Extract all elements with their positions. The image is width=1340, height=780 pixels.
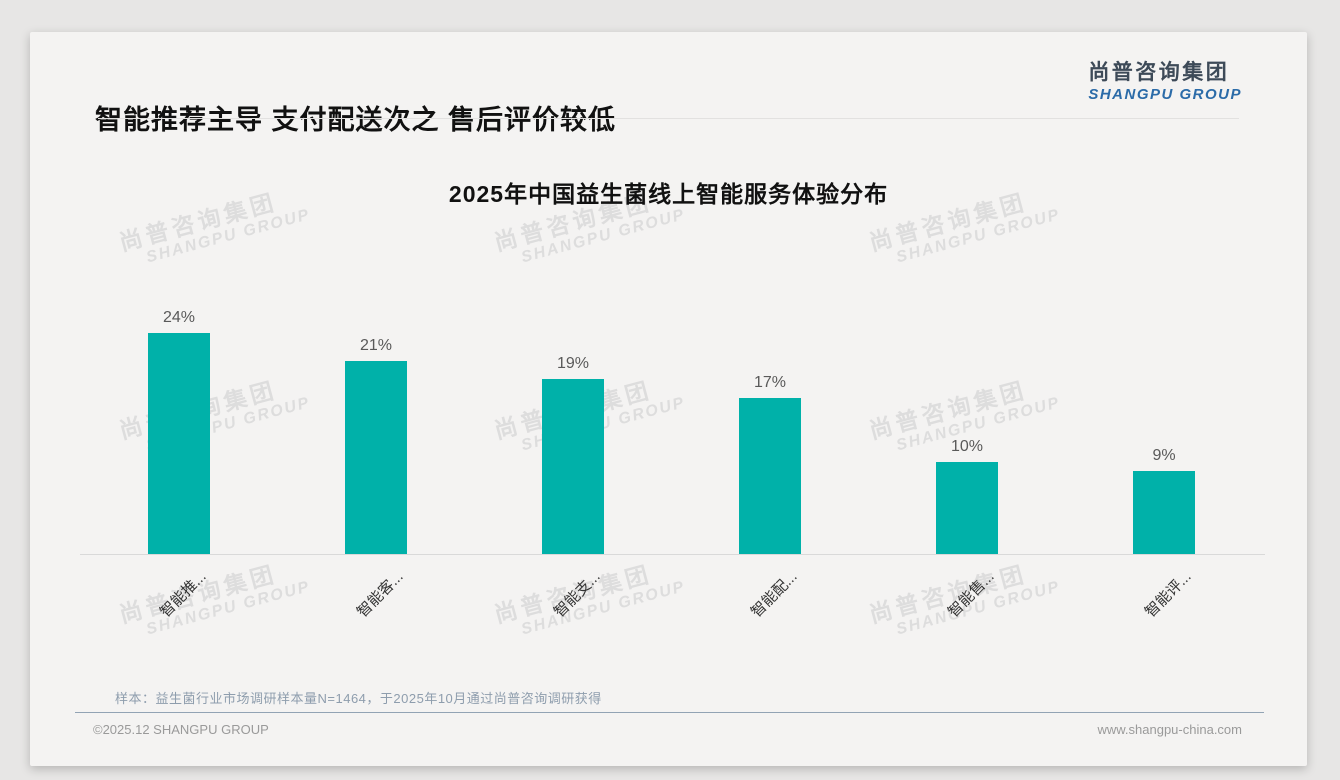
header-divider [98, 118, 1239, 119]
bar-group: 10% 智能售... [936, 438, 998, 621]
page-title: 智能推荐主导 支付配送次之 售后评价较低 [95, 105, 617, 135]
x-axis-label: 智能支... [551, 568, 605, 621]
bar-value-label: 24% [162, 309, 196, 326]
logo-en-text: SHANGPU GROUP [1088, 86, 1242, 103]
x-axis-label: 智能客... [354, 568, 408, 621]
bar-value-label: 10% [950, 438, 984, 455]
x-axis-label: 智能推... [157, 568, 211, 621]
bar[interactable] [542, 379, 604, 554]
bar-group: 24% 智能推... [148, 309, 210, 621]
x-axis-line [80, 554, 1265, 555]
website-link[interactable]: www.shangpu-china.com [1097, 722, 1242, 737]
bar-group: 17% 智能配... [739, 374, 801, 621]
bar[interactable] [1133, 471, 1195, 554]
bar[interactable] [936, 462, 998, 554]
bar-group: 19% 智能支... [542, 355, 604, 621]
copyright-text: ©2025.12 SHANGPU GROUP [93, 722, 269, 737]
bar-chart: 24% 智能推... 21% 智能客... 19% 智能支... 17% 智能配... 10% 智… [30, 32, 1307, 766]
bar-value-label: 9% [1152, 447, 1176, 464]
bar-group: 9% 智能评... [1133, 447, 1195, 621]
footer-divider [75, 712, 1264, 713]
x-axis-label: 智能配... [748, 568, 802, 621]
footer-bar: ©2025.12 SHANGPU GROUP www.shangpu-china… [93, 722, 1242, 737]
bar[interactable] [148, 333, 210, 554]
bar-value-label: 17% [753, 374, 787, 391]
sample-note: 样本：益生菌行业市场调研样本量N=1464，于2025年10月通过尚普咨询调研获… [115, 691, 602, 706]
x-axis-label: 智能售... [945, 568, 999, 621]
company-logo: 尚普咨询集团 SHANGPU GROUP [1088, 56, 1242, 103]
x-axis-label: 智能评... [1142, 568, 1196, 621]
bar[interactable] [739, 398, 801, 554]
chart-title: 2025年中国益生菌线上智能服务体验分布 [448, 181, 889, 207]
bar-group: 21% 智能客... [345, 337, 407, 621]
bar-value-label: 21% [359, 337, 393, 354]
bar-value-label: 19% [556, 355, 590, 372]
logo-cn-text: 尚普咨询集团 [1088, 61, 1230, 84]
bar[interactable] [345, 361, 407, 554]
report-card: 智能推荐主导 支付配送次之 售后评价较低 尚普咨询集团 SHANGPU GROU… [30, 32, 1307, 766]
